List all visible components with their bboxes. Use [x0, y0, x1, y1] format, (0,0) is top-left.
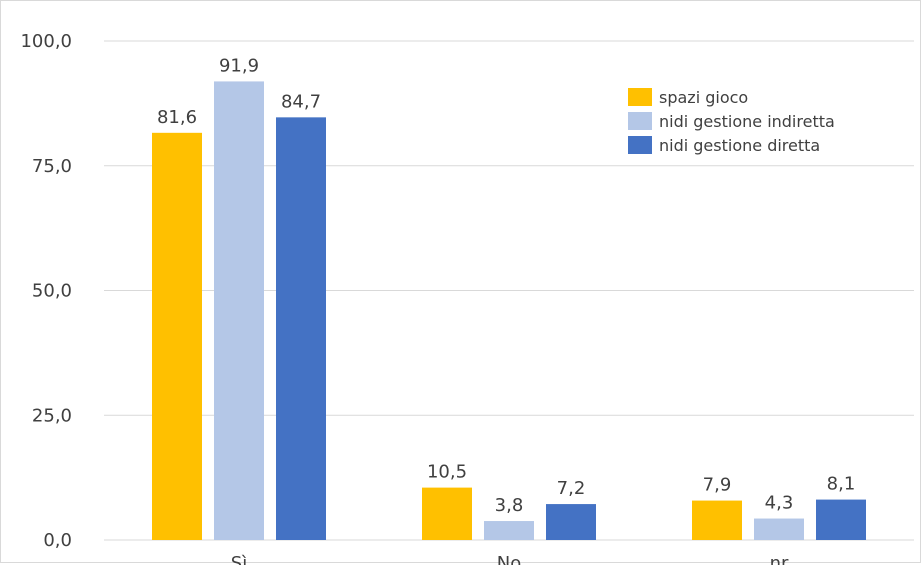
bar	[816, 499, 866, 540]
data-label: 84,7	[281, 91, 321, 112]
bar	[276, 117, 326, 541]
legend-label: nidi gestione diretta	[659, 136, 820, 155]
legend-label: spazi gioco	[659, 88, 748, 107]
legend-swatch	[628, 88, 652, 106]
y-tick-label: 25,0	[32, 405, 72, 426]
bar	[214, 81, 264, 540]
y-tick-label: 75,0	[32, 156, 72, 177]
data-label: 7,9	[703, 475, 732, 496]
legend-swatch	[628, 112, 652, 130]
x-category-label: Sì	[231, 553, 247, 565]
data-label: 91,9	[219, 55, 259, 76]
legend-label: nidi gestione indiretta	[659, 112, 835, 131]
data-label: 3,8	[495, 495, 524, 516]
x-category-label: No	[497, 553, 521, 565]
bar	[484, 521, 534, 540]
data-label: 10,5	[427, 462, 467, 483]
data-label: 7,2	[557, 478, 586, 499]
bar	[422, 487, 472, 540]
y-tick-label: 50,0	[32, 281, 72, 302]
bar	[152, 132, 202, 541]
y-tick-label: 100,0	[20, 31, 72, 52]
bar	[754, 518, 804, 540]
data-label: 81,6	[157, 107, 197, 128]
data-label: 8,1	[827, 474, 856, 495]
data-label: 4,3	[765, 493, 794, 514]
y-tick-label: 0,0	[43, 530, 72, 551]
bar	[692, 500, 742, 540]
bar	[546, 504, 596, 540]
legend-swatch	[628, 136, 652, 154]
x-category-label: nr	[770, 553, 789, 565]
